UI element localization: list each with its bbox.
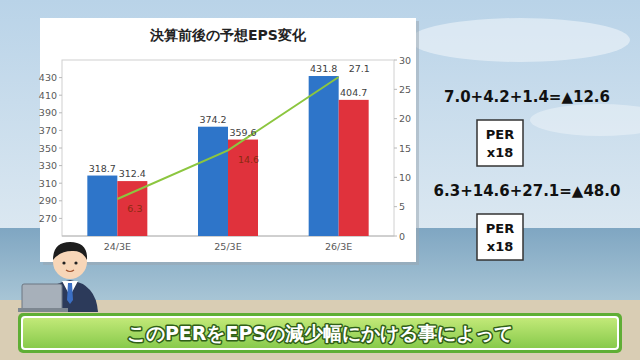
x-tick-label: 26/3E (325, 241, 352, 252)
y2-tick (394, 177, 397, 178)
y-tick-label: 430 (39, 72, 57, 83)
y2-tick-label: 15 (399, 143, 411, 154)
line-label: 27.1 (349, 63, 370, 74)
y2-tick-label: 20 (399, 113, 411, 124)
line-label: 6.3 (127, 203, 142, 214)
bar-label: 318.7 (89, 163, 116, 174)
tie (67, 283, 73, 304)
bar-label: 374.2 (199, 114, 226, 125)
caption-box (22, 317, 618, 349)
y2-tick-label: 25 (399, 84, 411, 95)
plot-marks (87, 76, 368, 236)
y-tick (59, 148, 62, 149)
formula: 7.0+4.2+1.4=▲12.6 (444, 88, 610, 106)
y-tick (59, 183, 62, 184)
y2-tick-label: 5 (399, 201, 405, 212)
hair (53, 242, 87, 260)
per-box-text: PER (486, 127, 514, 142)
sky (0, 0, 640, 360)
y-tick (59, 112, 62, 113)
mouth (66, 270, 74, 272)
per-box (477, 120, 523, 166)
bar (339, 100, 369, 236)
x-tick-label: 25/3E (214, 241, 241, 252)
bar (87, 176, 117, 236)
presenter-icon (18, 242, 98, 312)
laptop (22, 284, 62, 310)
y-tick-label: 290 (39, 195, 57, 206)
cloud (410, 18, 630, 62)
plot-frame (62, 60, 394, 236)
y-tick (59, 165, 62, 166)
x-tick-label: 24/3E (104, 241, 131, 252)
y-tick-label: 370 (39, 125, 57, 136)
chart-title: 決算前後の予想EPS変化 (149, 27, 307, 43)
caption-text: このPERをEPSの減少幅にかける事によって (127, 322, 513, 344)
bar-label: 404.7 (340, 87, 367, 98)
per-box-text: x18 (487, 145, 513, 160)
y-tick (59, 218, 62, 219)
y2-tick (394, 236, 397, 237)
y-tick-label: 350 (39, 143, 57, 154)
y-tick (59, 200, 62, 201)
bar (117, 181, 147, 236)
eye (62, 261, 65, 264)
bar (309, 76, 339, 236)
bar-label: 431.8 (310, 63, 337, 74)
laptop-base (18, 308, 68, 312)
per-box-text: x18 (487, 239, 513, 254)
chart-card (40, 18, 416, 262)
y2-tick (394, 89, 397, 90)
y2-tick-label: 10 (399, 172, 411, 183)
y2-tick (394, 60, 397, 61)
per-box-text: PER (486, 221, 514, 236)
y2-tick (394, 118, 397, 119)
y-tick-label: 390 (39, 107, 57, 118)
bar-label: 312.4 (119, 168, 146, 179)
y-tick-label: 410 (39, 90, 57, 101)
line-label: 14.6 (238, 154, 259, 165)
per-box (477, 214, 523, 260)
eye (74, 261, 77, 264)
cloud (530, 104, 640, 136)
y-tick-label: 310 (39, 178, 57, 189)
y2-tick (394, 206, 397, 207)
y-tick-label: 330 (39, 160, 57, 171)
data-labels: 318.7 374.2 431.8 312.4 359.6 404.7 6.3 14.6 27.… (89, 63, 370, 214)
formula: 6.3+14.6+27.1=▲48.0 (434, 182, 621, 200)
y2-tick-label: 0 (399, 231, 405, 242)
y-tick (59, 77, 62, 78)
y-tick (59, 95, 62, 96)
y-tick-label: 270 (39, 213, 57, 224)
bar (198, 127, 228, 236)
slide: 決算前後の予想EPS変化 270 290 310 330 350 370 390 410 430 0… (0, 0, 640, 360)
line (117, 77, 338, 199)
y2-tick-label: 30 (399, 55, 411, 66)
bar-label: 359.6 (229, 127, 256, 138)
y2-tick (394, 148, 397, 149)
y-tick (59, 130, 62, 131)
caption-frame (18, 313, 622, 353)
